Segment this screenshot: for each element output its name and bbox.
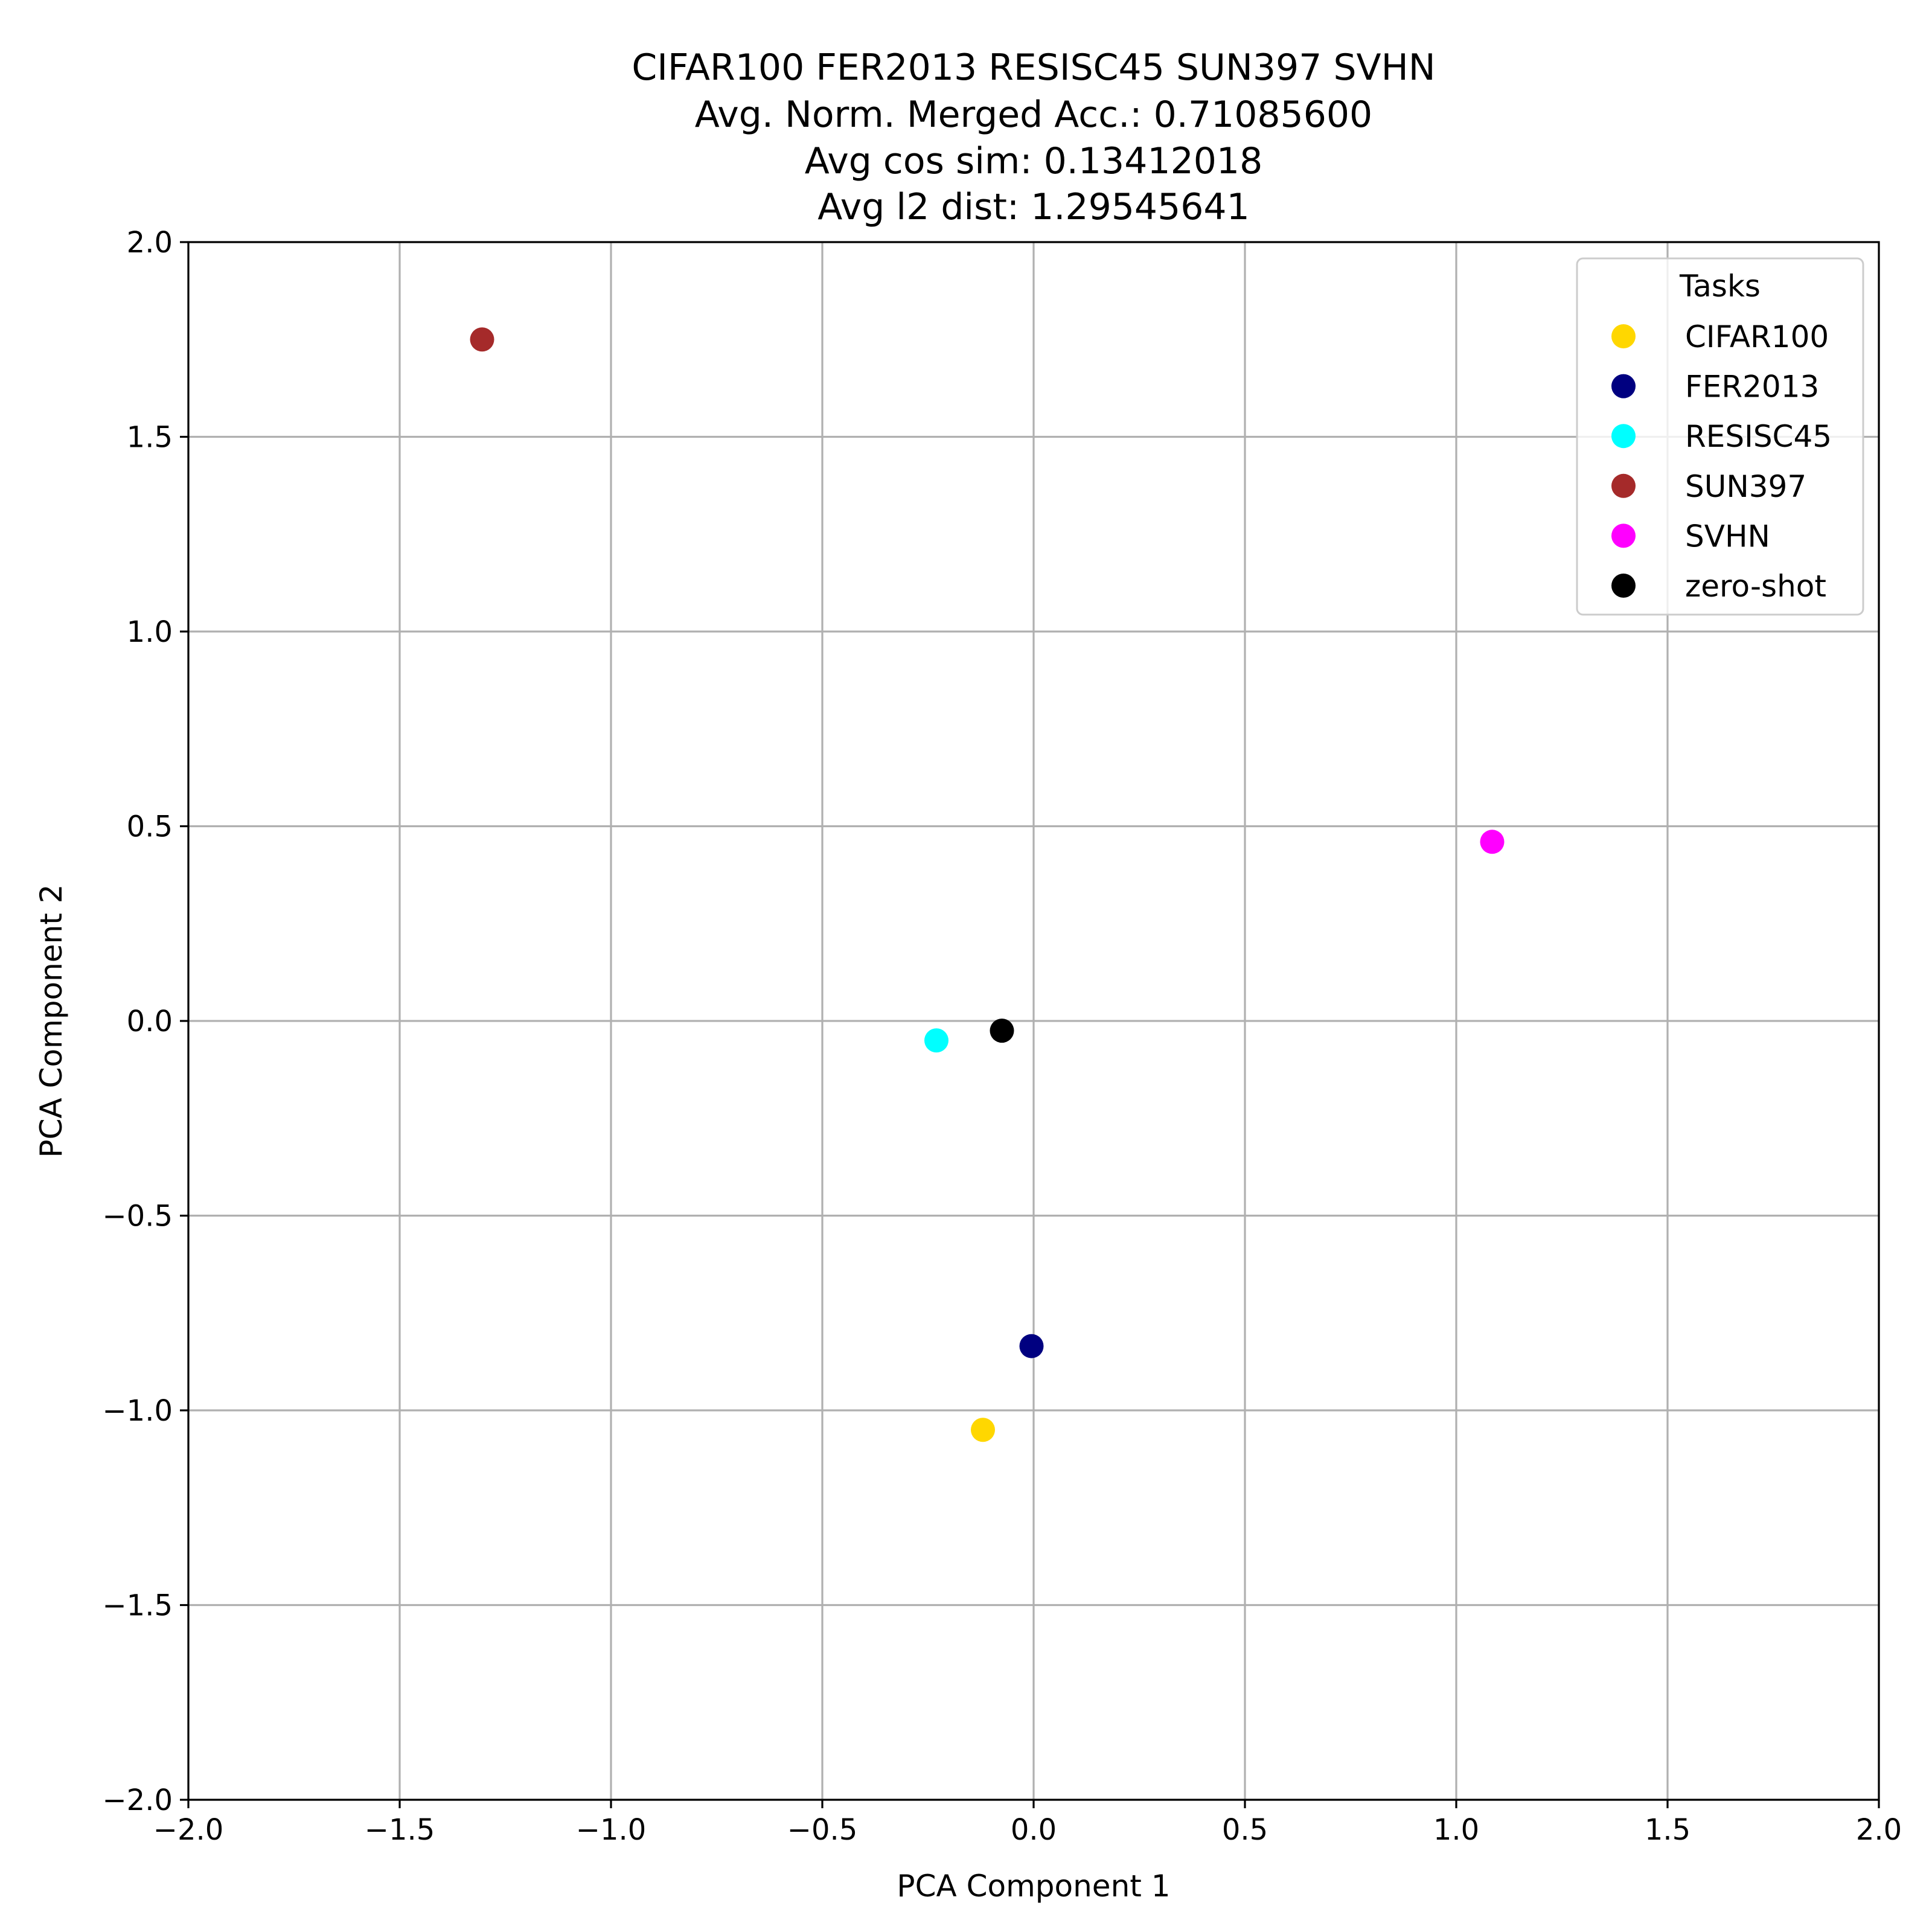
y-tick-label: −0.5	[102, 1200, 173, 1233]
x-tick-label: −1.5	[365, 1813, 435, 1847]
ticks: −2.0 −1.5 −1.0 −0.5 0.0 0.5 1.0 1.5 2.0 −2.0 −1.5 −…	[102, 226, 1902, 1847]
x-tick-label: 2.0	[1856, 1813, 1902, 1847]
y-tick-label: 1.0	[127, 615, 173, 649]
data-point-sun397	[470, 327, 494, 352]
x-tick-label: −1.0	[576, 1813, 647, 1847]
title-line-2: Avg. Norm. Merged Acc.: 0.71085600	[695, 94, 1372, 136]
x-axis-label: PCA Component 1	[897, 1869, 1170, 1904]
legend-label-zero-shot: zero-shot	[1685, 569, 1826, 604]
legend-marker-zero-shot	[1611, 574, 1636, 598]
x-tick-label: 0.5	[1222, 1813, 1268, 1847]
title-line-3: Avg cos sim: 0.13412018	[805, 140, 1263, 182]
y-axis-label: PCA Component 2	[34, 884, 69, 1157]
legend-label-fer2013: FER2013	[1685, 369, 1819, 405]
legend-marker-svhn	[1611, 523, 1636, 548]
axes-frame	[187, 241, 1880, 1801]
y-tick-label: 0.5	[127, 810, 173, 844]
y-tick-label: −1.5	[102, 1589, 173, 1623]
chart-title: CIFAR100 FER2013 RESISC45 SUN397 SVHN Av…	[632, 46, 1435, 228]
legend-marker-sun397	[1611, 473, 1636, 498]
data-points	[470, 327, 1505, 1442]
y-tick-label: −2.0	[102, 1783, 173, 1817]
x-tick-label: −2.0	[153, 1813, 224, 1847]
x-tick-label: 1.0	[1433, 1813, 1479, 1847]
x-tick-label: −0.5	[787, 1813, 858, 1847]
y-tick-label: 0.0	[127, 1005, 173, 1038]
y-tick-label: 2.0	[127, 226, 173, 260]
data-point-resisc45	[924, 1028, 948, 1053]
legend-marker-resisc45	[1611, 424, 1636, 449]
data-point-fer2013	[1019, 1334, 1044, 1358]
data-point-cifar100	[971, 1418, 995, 1442]
legend-title: Tasks	[1679, 269, 1761, 304]
legend: Tasks CIFAR100 FER2013 RESISC45 SUN397 SVHN z…	[1576, 257, 1864, 616]
legend-label-resisc45: RESISC45	[1685, 419, 1832, 454]
legend-marker-fer2013	[1611, 374, 1636, 398]
title-line-1: CIFAR100 FER2013 RESISC45 SUN397 SVHN	[632, 46, 1435, 89]
legend-marker-cifar100	[1611, 324, 1636, 348]
y-tick-label: 1.5	[127, 421, 173, 455]
data-point-svhn	[1480, 830, 1505, 854]
legend-box	[1576, 257, 1864, 616]
legend-label-cifar100: CIFAR100	[1685, 319, 1829, 354]
y-tick-label: −1.0	[102, 1394, 173, 1428]
data-point-zero-shot	[990, 1019, 1014, 1043]
legend-label-svhn: SVHN	[1685, 519, 1770, 554]
title-line-4: Avg l2 dist: 1.29545641	[817, 186, 1250, 228]
x-tick-label: 0.0	[1011, 1813, 1057, 1847]
x-tick-label: 1.5	[1645, 1813, 1690, 1847]
legend-label-sun397: SUN397	[1685, 469, 1806, 504]
